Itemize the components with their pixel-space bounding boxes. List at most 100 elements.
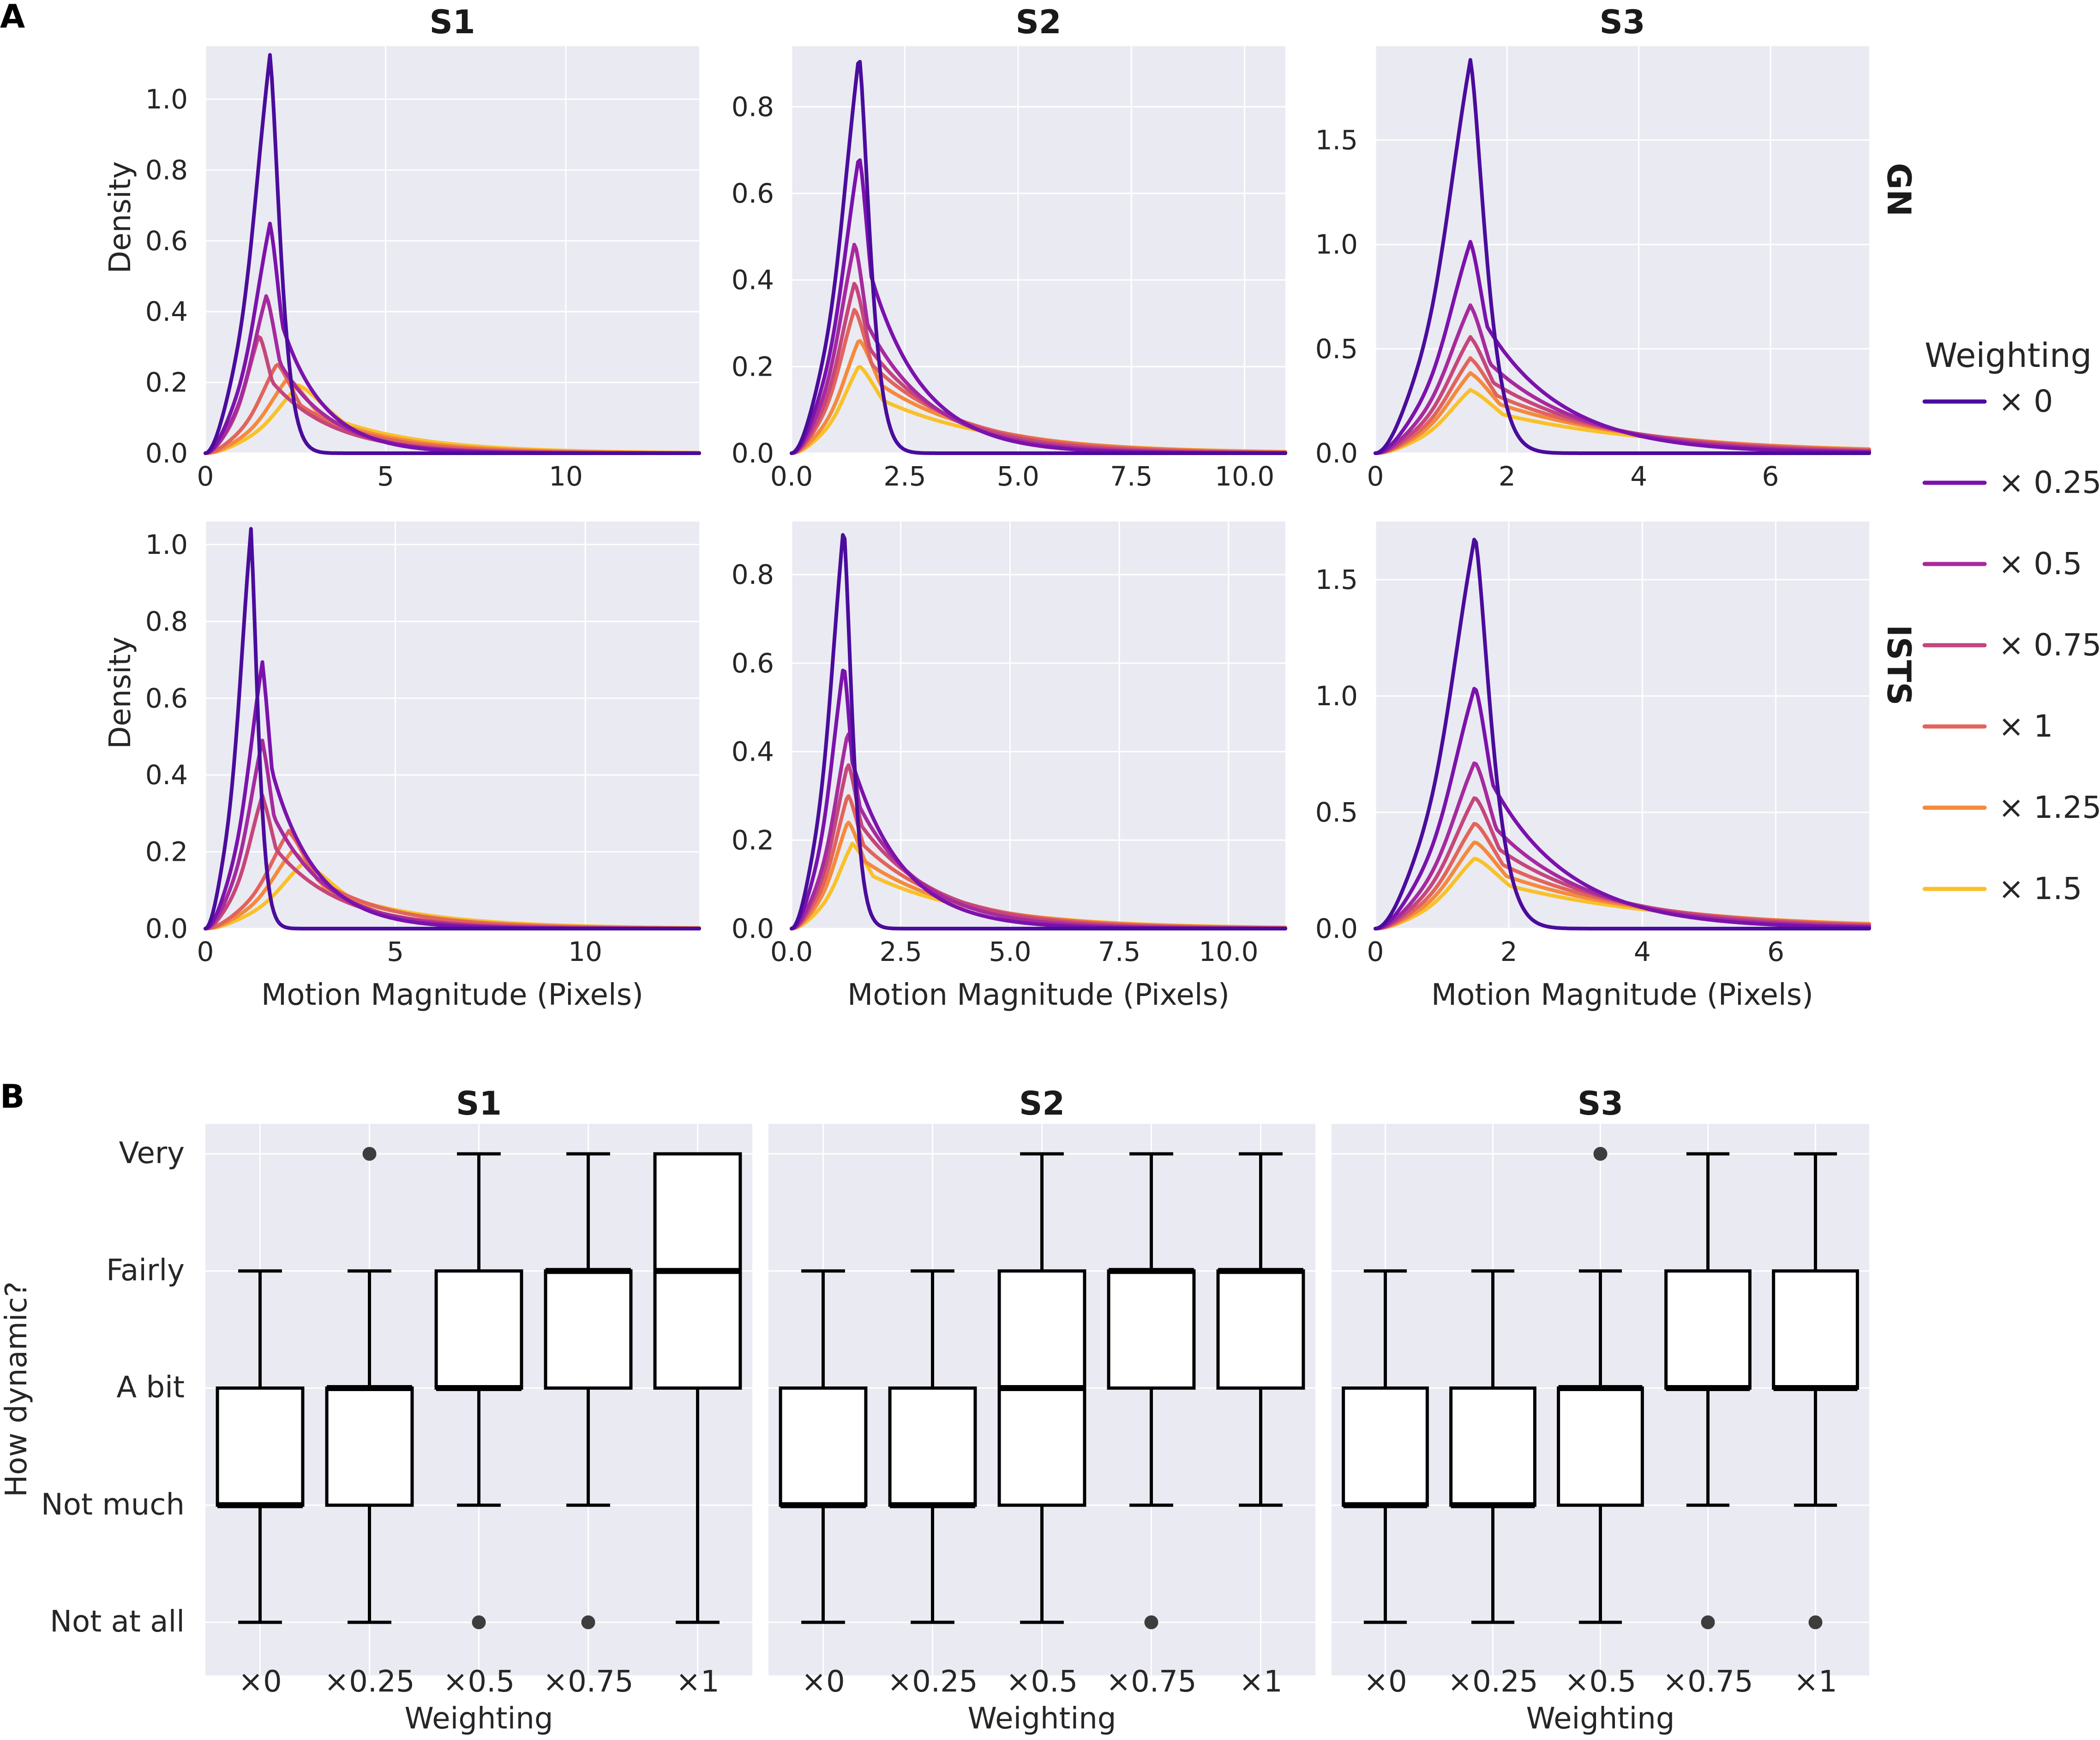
- density-curve-1: [1374, 687, 1871, 930]
- y-tick-label: Not at all: [50, 1605, 185, 1639]
- y-tick-label: 0.8: [145, 154, 188, 186]
- y-tick-label: 0.8: [732, 559, 774, 590]
- plot-background: [1375, 46, 1869, 453]
- x-axis-label: Weighting: [1526, 1702, 1675, 1736]
- y-axis-label: How dynamic?: [0, 1281, 34, 1497]
- column-title: S1: [429, 3, 475, 41]
- y-tick-label: Very: [119, 1136, 185, 1170]
- box-body: [1664, 1269, 1752, 1390]
- x-tick-label: ×0: [1363, 1665, 1407, 1699]
- x-tick-label: ×0: [238, 1665, 282, 1699]
- box-body: [1342, 1386, 1429, 1507]
- y-tick-label: 0.4: [732, 736, 774, 768]
- plot-background: [1375, 522, 1869, 929]
- y-tick-label: 0.2: [732, 351, 774, 382]
- density-curve-0: [1374, 58, 1871, 455]
- y-tick-label: Not much: [41, 1488, 185, 1522]
- y-tick-label: 0.0: [145, 913, 188, 944]
- x-tick-label: 10.0: [1199, 936, 1258, 967]
- x-tick-label: ×1: [676, 1665, 719, 1699]
- x-tick-label: 7.5: [1110, 461, 1152, 492]
- column-title: S2: [1015, 3, 1061, 41]
- y-tick-label: 0.2: [145, 367, 188, 398]
- y-tick-label: Fairly: [106, 1254, 185, 1288]
- y-tick-label: 0.2: [145, 836, 188, 868]
- row-title: ISTS: [1880, 625, 1918, 706]
- y-tick-label: 0.6: [732, 648, 774, 679]
- density-subplot-gn-s3: 0 2 4 6 0.0 0.5 1.0 1.5 S3 GN: [1315, 3, 1918, 492]
- panel-label-a: A: [0, 0, 25, 36]
- density-panels: 0 5 10 0.0 0.2 0.4 0.6 0.8 1.0 S1 Density 0.0 2.5 5.0…: [103, 3, 1918, 1012]
- x-tick-label: ×0: [801, 1665, 845, 1699]
- legend-label: × 1.25: [1998, 790, 2100, 825]
- x-tick-label: ×1: [1794, 1665, 1837, 1699]
- x-tick-label: 2: [1500, 936, 1518, 967]
- x-tick-label: 10.0: [1215, 461, 1274, 492]
- x-axis-label: Motion Magnitude (Pixels): [1431, 978, 1813, 1012]
- outlier-point: [1593, 1147, 1608, 1161]
- box-body: [325, 1386, 414, 1507]
- density-curve-1: [1374, 240, 1871, 455]
- density-subplot-ists-s1: 0 5 10 0.0 0.2 0.4 0.6 0.8 1.0 Motion Magnitude (…: [103, 522, 701, 1012]
- y-tick-label: 1.0: [1315, 229, 1358, 260]
- plot-background: [792, 522, 1285, 929]
- y-tick-label: 0.4: [145, 759, 188, 791]
- y-tick-label: 0.0: [732, 438, 774, 469]
- box-body: [1772, 1269, 1859, 1390]
- box-body: [779, 1386, 868, 1507]
- y-tick-label: 0.5: [1315, 333, 1358, 365]
- x-axis-label: Weighting: [968, 1702, 1116, 1736]
- legend-label: × 0: [1998, 384, 2053, 419]
- outlier-point: [1808, 1615, 1823, 1629]
- x-tick-label: 4: [1634, 936, 1651, 967]
- density-subplot-gn-s1: 0 5 10 0.0 0.2 0.4 0.6 0.8 1.0 S1 Density: [103, 3, 701, 492]
- y-tick-label: 0.0: [1315, 438, 1358, 469]
- y-tick-label: 1.5: [1315, 564, 1358, 595]
- y-tick-label: 0.0: [145, 438, 188, 469]
- x-tick-label: ×0.5: [1565, 1665, 1636, 1699]
- x-tick-label: ×0.75: [1106, 1665, 1196, 1699]
- y-tick-label: 1.0: [1315, 680, 1358, 712]
- legend-title: Weighting: [1925, 336, 2092, 375]
- box-body: [216, 1386, 305, 1507]
- x-tick-label: ×0.25: [1447, 1665, 1538, 1699]
- x-tick-label: 0.0: [770, 461, 813, 492]
- y-axis-label: Density: [103, 161, 138, 273]
- box-subplot-s3: S3 ×0 ×0.25 ×0.5 ×0.75 ×1 Weighting: [1332, 1085, 1869, 1736]
- legend-label: × 1.5: [1998, 871, 2082, 906]
- y-tick-label: 1.0: [145, 529, 188, 560]
- x-tick-label: 7.5: [1098, 936, 1140, 967]
- y-tick-label: 0.5: [1315, 797, 1358, 828]
- outlier-point: [362, 1147, 377, 1161]
- column-title: S1: [456, 1085, 502, 1122]
- box-panels: S1 ×0 ×0.25 ×0.5 ×0.75 ×1 Weighting Not at all N…: [0, 1085, 1869, 1736]
- x-tick-label: ×0.5: [1006, 1665, 1078, 1699]
- y-axis-label: Density: [103, 636, 138, 749]
- box-body: [1107, 1269, 1196, 1390]
- y-tick-label: 0.0: [1315, 913, 1358, 944]
- y-tick-label: 0.6: [145, 225, 188, 257]
- box-body: [1216, 1269, 1305, 1390]
- outlier-point: [472, 1615, 486, 1629]
- density-curve-0: [790, 60, 1287, 455]
- x-axis-label: Weighting: [405, 1702, 553, 1736]
- density-curve-0: [204, 53, 701, 455]
- y-tick-label: 0.0: [732, 913, 774, 944]
- x-tick-label: ×0.75: [543, 1665, 633, 1699]
- box-subplot-s2: S2 ×0 ×0.25 ×0.5 ×0.75 ×1 Weighting: [768, 1085, 1315, 1736]
- x-tick-label: 2.5: [880, 936, 922, 967]
- y-tick-label: 0.2: [732, 824, 774, 856]
- box-body: [434, 1269, 523, 1390]
- x-tick-label: ×0.75: [1662, 1665, 1753, 1699]
- box-body: [888, 1386, 977, 1507]
- y-tick-label: 1.5: [1315, 125, 1358, 156]
- x-tick-label: 5.0: [989, 936, 1031, 967]
- density-curve-0: [204, 527, 701, 930]
- box-body: [544, 1269, 633, 1390]
- y-tick-label: 1.0: [145, 84, 188, 115]
- panel-label-b: B: [0, 1078, 24, 1116]
- y-tick-label: A bit: [116, 1371, 185, 1405]
- x-tick-label: 0: [1367, 461, 1384, 492]
- density-curve-0: [1374, 538, 1871, 930]
- x-axis-label: Motion Magnitude (Pixels): [847, 978, 1230, 1012]
